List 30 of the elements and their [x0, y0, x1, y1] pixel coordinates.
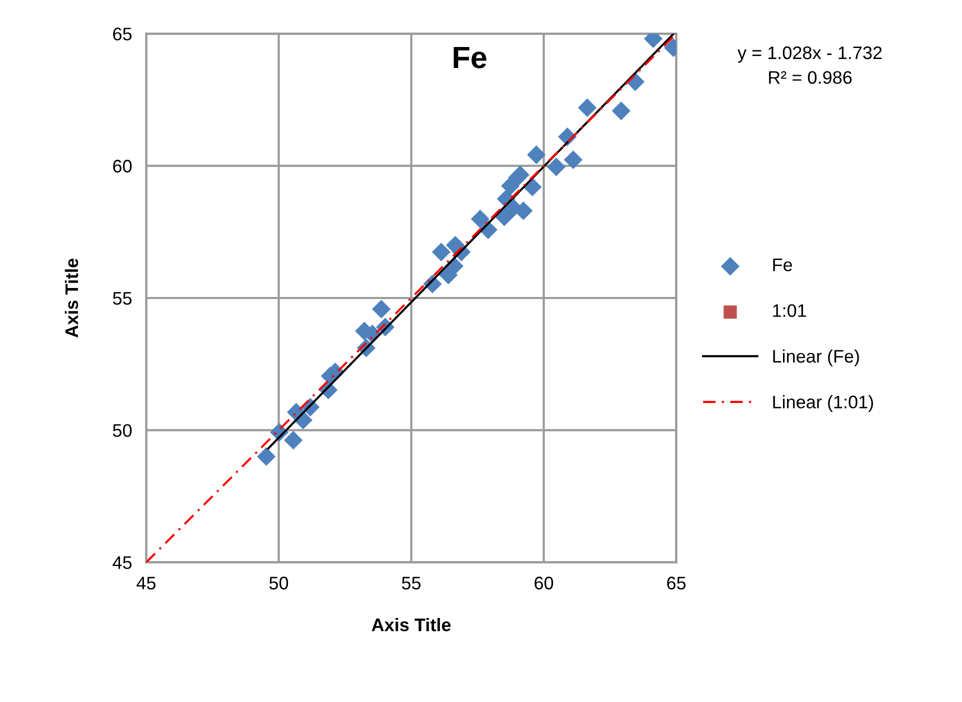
- point: [432, 242, 451, 262]
- point: [256, 447, 276, 466]
- point: [564, 150, 583, 170]
- x-axis-title: Axis Title: [372, 618, 451, 632]
- legend-label: 1:01: [773, 304, 806, 317]
- x-tick-label: 50: [269, 576, 288, 590]
- point: [510, 166, 530, 184]
- x-tick-label: 55: [402, 576, 421, 590]
- y-tick-label: 55: [112, 292, 132, 305]
- y-tick-label: 60: [113, 160, 132, 173]
- point: [612, 102, 630, 120]
- point: [470, 210, 490, 228]
- x-tick-label: 45: [136, 576, 156, 590]
- y-axis-title: Axis Title: [64, 258, 78, 338]
- point: [284, 430, 303, 450]
- legend-label: Linear (1:01): [773, 395, 873, 412]
- point: [527, 145, 546, 164]
- point: [578, 98, 597, 118]
- y-tick-label: 65: [113, 28, 132, 40]
- point: [372, 300, 391, 318]
- x-tick-label: 65: [667, 576, 686, 590]
- text: y = 1.028x - 1.732 R² = 0.986: [738, 46, 882, 84]
- legend-label: Linear (Fe): [773, 349, 859, 366]
- x-tick-label: 60: [534, 576, 554, 590]
- legend-label: Fe: [773, 258, 792, 272]
- point: [546, 158, 566, 176]
- y-tick-label: 45: [112, 556, 132, 570]
- y-tick-label: 50: [112, 424, 132, 437]
- point: [494, 208, 514, 226]
- chart-title: Fe: [454, 47, 486, 68]
